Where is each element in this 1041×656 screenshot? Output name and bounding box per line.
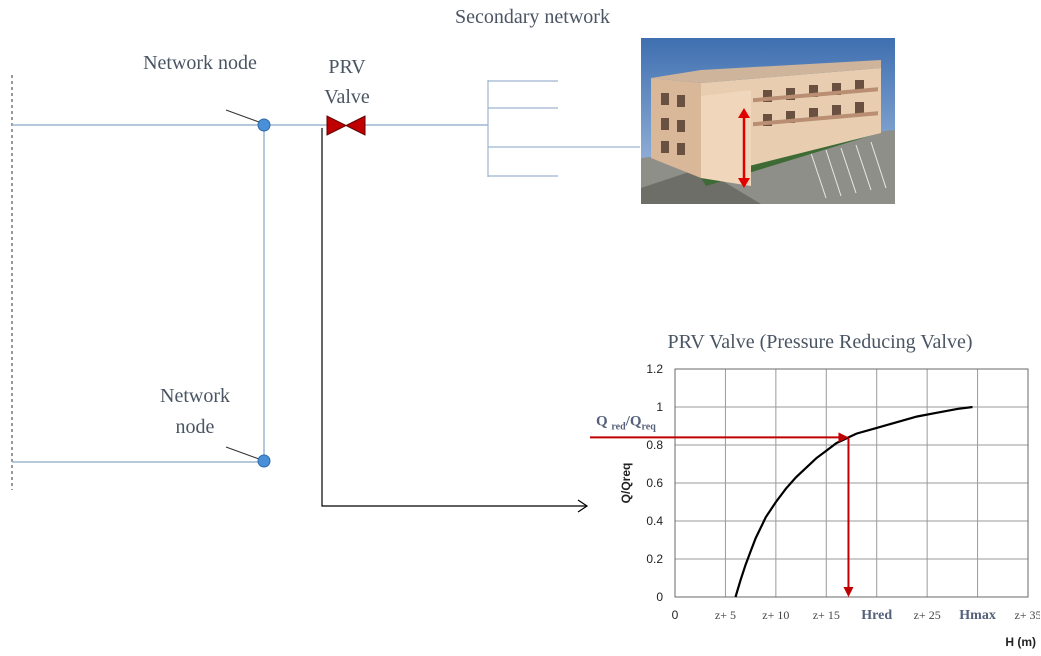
connector-arrowhead — [577, 499, 589, 513]
x-axis-label: H (m) — [1005, 635, 1036, 649]
x-tick-label: Hmax — [959, 608, 996, 623]
y-tick-label: 0.2 — [646, 552, 663, 566]
qred-qreq-label: Q red/Qreq — [596, 413, 656, 432]
plot-frame — [674, 368, 1029, 598]
y-tick-label: 0 — [656, 590, 663, 604]
x-tick-label: 0 — [672, 608, 679, 622]
x-tick-label: Hred — [861, 608, 892, 623]
network-node-top-label: Network node — [143, 52, 257, 74]
network-node-bottom[interactable] — [257, 454, 271, 468]
secondary-network-label: Secondary network — [455, 6, 610, 28]
hred-arrowhead — [843, 587, 854, 597]
y-tick-label: 1.2 — [646, 362, 663, 376]
y-tick-label: 0.6 — [646, 476, 663, 490]
x-tick-label: z+ 15 — [813, 608, 840, 622]
prv-label-line2: Valve — [324, 86, 370, 108]
y-tick-label: 0.8 — [646, 438, 663, 452]
chart-title: PRV Valve (Pressure Reducing Valve) — [667, 331, 972, 353]
prv-label-line1: PRV — [328, 56, 366, 78]
network-node-bottom-label-line2: node — [175, 416, 215, 438]
prv-curve-line — [734, 405, 973, 598]
y-tick-label: 0.4 — [646, 514, 663, 528]
prv-valve-icon[interactable] — [326, 115, 366, 136]
x-tick-label: z+ 35 — [1014, 608, 1040, 622]
secondary-network-branches — [487, 80, 640, 177]
y-axis-label: Q/Qreq — [619, 463, 633, 504]
valve-to-chart-connector — [321, 128, 586, 507]
bottom-node-leader — [225, 446, 260, 460]
chart-plot-area: 0 0.2 0.4 0.6 0.8 1 1.2 0 z+ 5 z+ 10 z+ 15 Hred z+ 2… — [590, 362, 1040, 649]
qred-arrowhead — [838, 432, 849, 443]
y-tick-label: 1 — [656, 400, 663, 414]
top-node-leader — [225, 109, 260, 123]
x-tick-label: z+ 25 — [914, 608, 941, 622]
prv-chart: PRV Valve (Pressure Reducing Valve) 0 0.2… — [590, 331, 1040, 649]
x-tick-label: z+ 5 — [715, 608, 736, 622]
network-node-bottom-label-line1: Network — [160, 385, 230, 407]
apartment-building-image — [641, 38, 895, 204]
x-tick-label: z+ 10 — [762, 608, 789, 622]
network-node-top[interactable] — [257, 118, 271, 132]
